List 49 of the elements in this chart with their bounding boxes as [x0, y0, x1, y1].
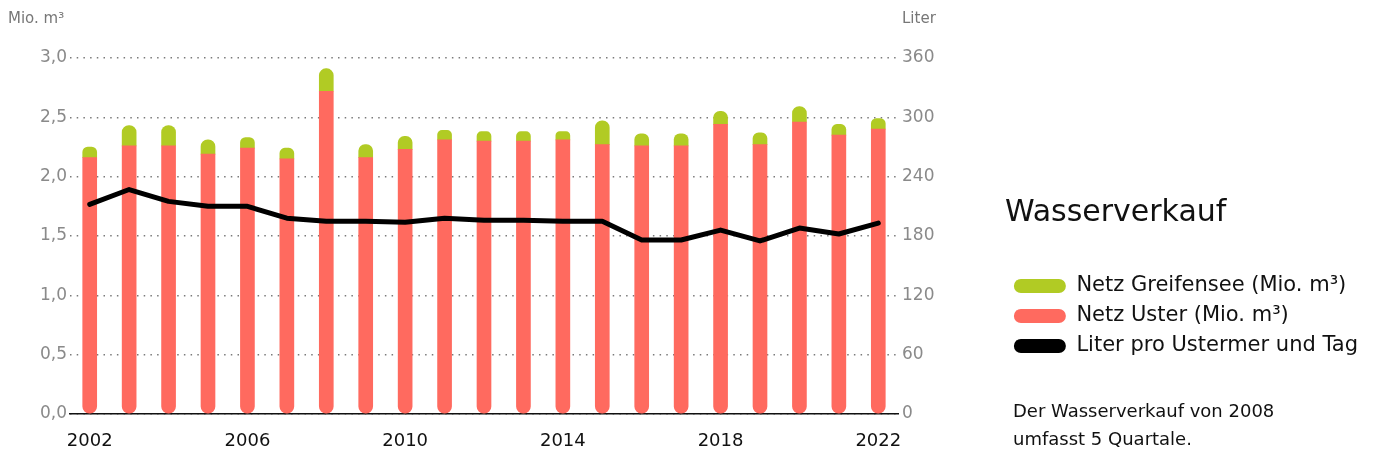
x-tick-label: 2006 — [224, 429, 271, 450]
y-tick-label: 1,5 — [39, 224, 67, 245]
bar — [555, 139, 571, 414]
y-tick-label: 3,0 — [39, 46, 67, 67]
y2-tick-label: 60 — [902, 343, 924, 364]
bar — [121, 145, 137, 414]
bar — [82, 157, 98, 414]
x-tick-label: 2014 — [539, 429, 586, 450]
y2-tick-label: 360 — [902, 46, 935, 67]
bar — [200, 153, 216, 414]
y-tick-label: 0,5 — [39, 343, 67, 364]
y-tick-label: 2,0 — [39, 165, 67, 186]
bar — [476, 140, 492, 414]
y2-tick-label: 240 — [902, 165, 935, 186]
legend-label: Liter pro Ustermer und Tag — [1076, 332, 1359, 357]
x-tick-label: 2010 — [382, 429, 429, 450]
y2-tick-label: 300 — [902, 105, 935, 126]
y2-tick-label: 180 — [902, 224, 935, 245]
bar — [594, 120, 610, 145]
x-tick-label: 2022 — [855, 429, 902, 450]
bar — [516, 140, 531, 414]
bar — [318, 90, 334, 414]
bar — [240, 147, 255, 414]
bar — [358, 157, 374, 414]
bar — [752, 144, 768, 414]
bar — [437, 139, 452, 414]
bar — [870, 128, 886, 414]
y-tick-label: 1,0 — [39, 283, 67, 304]
bar — [792, 121, 807, 414]
y-axis-title: Mio. m³ — [8, 8, 65, 28]
legend-label: Netz Uster (Mio. m³) — [1076, 302, 1289, 327]
y2-axis-title: Liter — [902, 8, 936, 28]
bar — [713, 124, 728, 414]
bar — [673, 145, 689, 414]
bar — [161, 145, 176, 414]
y-tick-label: 0,0 — [39, 402, 67, 423]
text: Der Wasserverkauf von 2008 umfasst 5 Quartale. — [1013, 399, 1276, 450]
bar — [397, 149, 413, 414]
bar — [279, 158, 295, 414]
legend-title: Wasserverkauf — [1004, 193, 1228, 229]
x-tick-label: 2018 — [697, 429, 744, 450]
x-tick-label: 2002 — [66, 429, 113, 450]
y2-tick-label: 0 — [902, 402, 913, 423]
bar — [594, 144, 610, 414]
bar — [634, 145, 650, 414]
y-tick-label: 2,5 — [39, 105, 67, 126]
y2-tick-label: 120 — [902, 283, 935, 304]
bar — [831, 134, 847, 414]
legend-label: Netz Greifensee (Mio. m³) — [1076, 272, 1347, 297]
